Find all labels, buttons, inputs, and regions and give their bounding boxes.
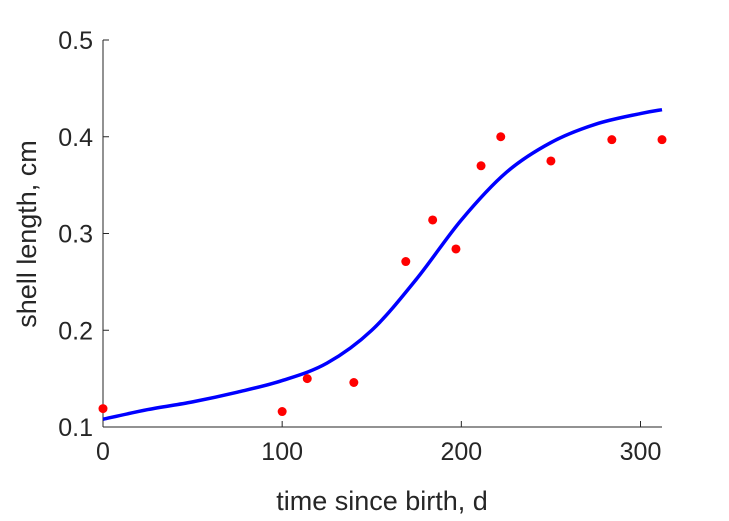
data-point — [496, 132, 506, 142]
data-point — [302, 374, 312, 384]
x-tick-label: 200 — [440, 438, 482, 466]
x-axis-label: time since birth, d — [276, 486, 488, 516]
data-point — [98, 404, 108, 414]
data-point — [277, 407, 287, 417]
y-tick-label: 0.4 — [58, 124, 93, 152]
x-tick-label: 100 — [261, 438, 303, 466]
y-tick-label: 0.3 — [58, 221, 93, 249]
fit-line — [102, 107, 663, 421]
data-point — [349, 377, 359, 387]
x-tick-label: 300 — [620, 438, 662, 466]
y-axis-label: shell length, cm — [12, 140, 42, 328]
data-point — [657, 135, 667, 145]
axes — [102, 40, 662, 428]
x-tick-label: 0 — [96, 438, 110, 466]
data-point — [451, 244, 461, 254]
data-point — [546, 156, 556, 166]
y-tick-label: 0.2 — [58, 317, 93, 345]
data-point — [428, 215, 438, 225]
data-point — [476, 161, 486, 171]
data-point — [401, 257, 411, 267]
y-tick-label: 0.1 — [58, 414, 93, 442]
ticks: 0 100 200 300 0.1 0.2 0.3 0.4 0.5 — [58, 27, 661, 466]
y-tick-label: 0.5 — [58, 27, 93, 55]
marks — [98, 107, 667, 421]
data-point — [607, 135, 617, 145]
